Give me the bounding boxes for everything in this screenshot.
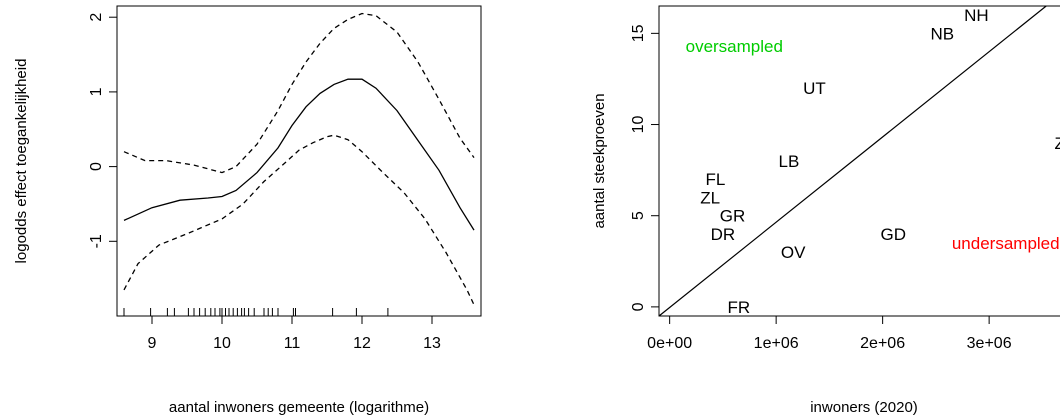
right-annotations: oversampled undersampled <box>686 37 1060 253</box>
right-x-axis: 0e+00 1e+06 2e+06 3e+06 <box>647 316 1012 352</box>
left-x-axis: 9 10 11 12 13 <box>148 316 441 352</box>
right-plot-frame <box>658 5 1060 317</box>
x-tick-label: 3e+06 <box>967 335 1012 352</box>
x-tick-label: 12 <box>353 335 371 352</box>
fit-line <box>123 78 475 231</box>
y-tick-label: 5 <box>630 211 647 220</box>
right-reference-line <box>658 5 1047 317</box>
point-label: UT <box>803 79 826 98</box>
y-tick-label: -1 <box>88 234 105 248</box>
point-label: ZL <box>700 188 720 207</box>
left-rug <box>123 308 389 316</box>
x-tick-label: 10 <box>213 335 231 352</box>
right-x-axis-title: inwoners (2020) <box>810 399 918 416</box>
left-plot-frame <box>116 5 482 317</box>
y-tick-label: 2 <box>88 13 105 22</box>
y-tick-label: 0 <box>88 162 105 171</box>
annotation-label: undersampled <box>952 234 1060 253</box>
left-y-axis-title: logodds effect toegankelijkheid <box>13 59 30 264</box>
y-tick-label: 1 <box>88 87 105 96</box>
point-label: DR <box>711 225 736 244</box>
point-label: GR <box>720 207 746 226</box>
x-tick-label: 13 <box>423 335 441 352</box>
upper-ci-line <box>123 12 475 174</box>
point-label: FR <box>728 298 751 317</box>
annotation-label: oversampled <box>686 37 783 56</box>
point-label: LB <box>779 152 800 171</box>
y-tick-label: 0 <box>630 302 647 311</box>
point-label: FL <box>706 170 726 189</box>
point-label: ZH <box>1054 134 1060 153</box>
y-tick-label: 10 <box>630 116 647 134</box>
y-tick-label: 15 <box>630 24 647 42</box>
point-label: NH <box>964 6 989 25</box>
point-label: GD <box>881 225 907 244</box>
right-y-axis-title: aantal steekproeven <box>591 93 608 228</box>
left-curves <box>123 12 475 306</box>
lower-ci-line <box>123 134 475 306</box>
left-y-axis: -1 0 1 2 <box>88 13 117 248</box>
x-tick-label: 9 <box>148 335 157 352</box>
x-tick-label: 2e+06 <box>860 335 905 352</box>
point-label: NB <box>930 24 954 43</box>
left-x-axis-title: aantal inwoners gemeente (logarithme) <box>169 399 429 416</box>
diagonal-line <box>658 5 1047 317</box>
x-tick-label: 0e+00 <box>647 335 692 352</box>
x-tick-label: 1e+06 <box>754 335 799 352</box>
right-y-axis: 0 5 10 15 <box>630 24 659 311</box>
x-tick-label: 11 <box>284 335 301 352</box>
point-label: OV <box>781 243 806 262</box>
